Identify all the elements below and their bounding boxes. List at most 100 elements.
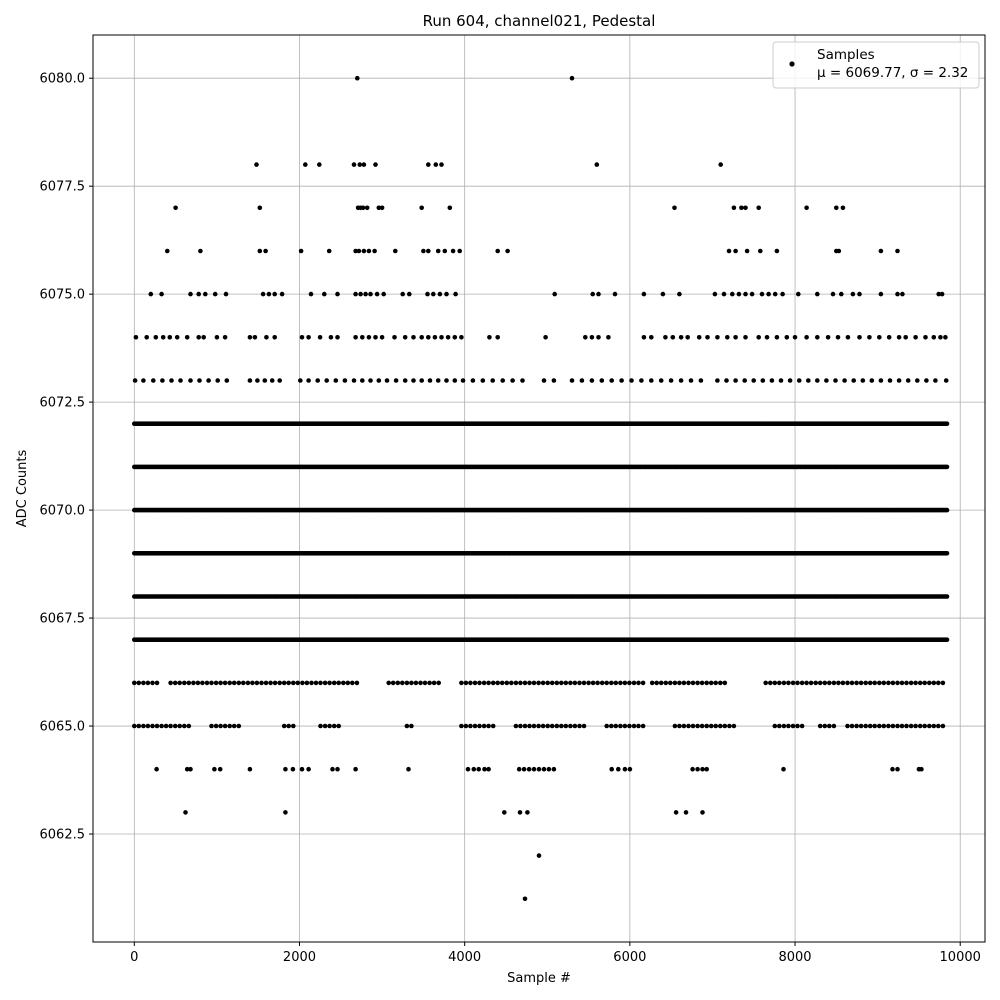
data-point (895, 291, 900, 297)
data-point (677, 291, 682, 297)
data-point (333, 378, 339, 383)
data-point (188, 378, 193, 383)
data-point (426, 335, 431, 340)
data-point (860, 378, 866, 383)
data-point (212, 766, 217, 772)
data-point (854, 680, 859, 686)
legend-marker (789, 61, 795, 67)
data-point (259, 680, 264, 686)
data-point (361, 248, 367, 254)
data-point (712, 291, 718, 297)
data-point (241, 680, 246, 686)
data-point (277, 680, 283, 686)
data-point (182, 723, 187, 729)
data-point (559, 723, 564, 729)
data-point (672, 680, 678, 686)
data-point (257, 248, 263, 254)
data-point (619, 378, 624, 383)
data-point (322, 291, 327, 297)
data-point (672, 205, 677, 211)
data-point (541, 766, 547, 772)
data-point (622, 680, 628, 686)
data-point (286, 680, 292, 686)
data-point (212, 291, 218, 297)
data-point (641, 291, 647, 297)
data-point (254, 680, 260, 686)
data-point (521, 766, 527, 772)
data-point (743, 205, 748, 211)
data-point (324, 378, 330, 383)
data-point (419, 205, 425, 211)
data-point (872, 723, 877, 729)
data-point (439, 335, 444, 340)
data-point (736, 291, 742, 297)
data-point (132, 680, 137, 686)
y-tick-label: 6075.0 (40, 288, 86, 303)
data-point (756, 205, 761, 211)
data-point (827, 723, 832, 729)
data-point (422, 680, 428, 686)
data-point (452, 335, 458, 340)
data-point (468, 723, 473, 729)
data-point (236, 680, 242, 686)
data-point (924, 378, 929, 383)
legend: Samples μ = 6069.77, σ = 2.32 (772, 41, 980, 89)
data-point (335, 291, 340, 297)
data-points (132, 75, 950, 902)
data-point (733, 248, 738, 254)
data-point (713, 680, 718, 686)
data-point (890, 766, 895, 772)
data-point (799, 723, 805, 729)
data-point (326, 248, 332, 254)
data-point (927, 723, 932, 729)
data-point (609, 378, 614, 383)
data-point (795, 680, 800, 686)
data-point (817, 723, 823, 729)
data-point (522, 723, 528, 729)
data-point (887, 378, 893, 383)
data-point (840, 205, 846, 211)
legend-entry-stats: μ = 6069.77, σ = 2.32 (817, 65, 968, 81)
data-point (733, 335, 738, 340)
x-tick-label: 2000 (283, 950, 316, 965)
data-point (596, 291, 601, 297)
data-point (400, 680, 405, 686)
data-point (833, 378, 838, 383)
data-point (283, 766, 288, 772)
data-point (559, 680, 564, 686)
data-point (804, 205, 809, 211)
data-point (465, 766, 471, 772)
data-point (322, 723, 328, 729)
data-point (760, 378, 766, 383)
data-point (863, 723, 868, 729)
data-point (568, 723, 573, 729)
data-point (589, 335, 595, 340)
data-point (545, 680, 550, 686)
data-point (516, 766, 522, 772)
data-point (536, 766, 542, 772)
data-point (579, 378, 585, 383)
data-point (596, 335, 601, 340)
data-point (204, 680, 210, 686)
data-point (686, 680, 691, 686)
data-point (433, 162, 439, 167)
data-point (549, 723, 555, 729)
data-point (827, 680, 832, 686)
data-point (463, 680, 469, 686)
data-point (851, 378, 856, 383)
data-point (188, 291, 193, 297)
data-point (431, 291, 436, 297)
data-point (858, 680, 864, 686)
data-point (453, 291, 458, 297)
data-point (804, 335, 809, 340)
data-point (849, 680, 855, 686)
data-point (895, 248, 900, 254)
data-point (395, 680, 401, 686)
data-point (150, 723, 155, 729)
data-point (213, 680, 219, 686)
data-point (518, 680, 523, 686)
data-point (781, 723, 787, 729)
x-tick-label: 6000 (613, 950, 646, 965)
data-point (335, 766, 340, 772)
data-point (845, 680, 850, 686)
